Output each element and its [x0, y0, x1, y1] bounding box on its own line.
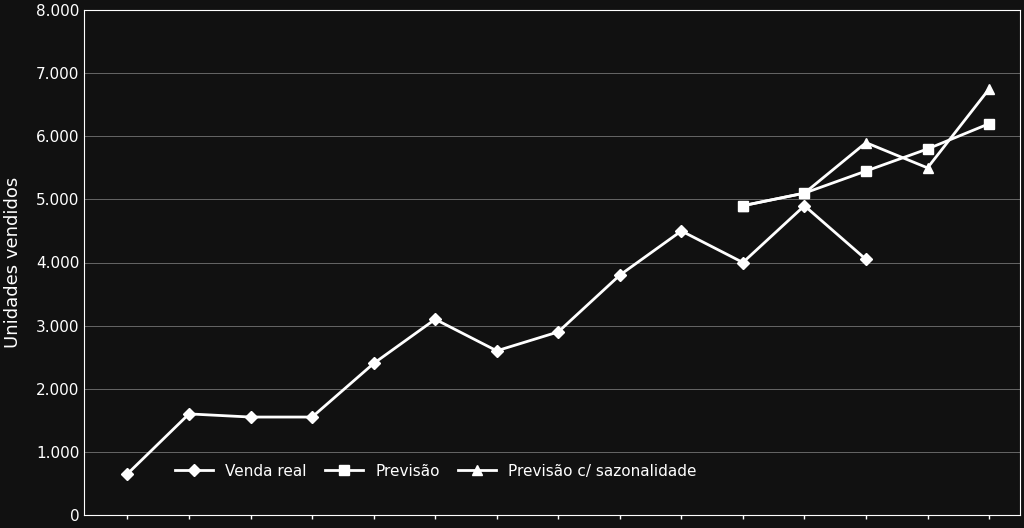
- Previsão c/ sazonalidade: [922, 165, 934, 171]
- Previsão: [860, 168, 872, 174]
- Previsão c/ sazonalidade: [736, 203, 749, 209]
- Line: Previsão: Previsão: [738, 119, 994, 211]
- Venda real: [245, 414, 257, 420]
- Venda real: [306, 414, 318, 420]
- Line: Previsão c/ sazonalidade: Previsão c/ sazonalidade: [738, 84, 994, 211]
- Venda real: [122, 470, 134, 477]
- Venda real: [183, 411, 196, 417]
- Previsão c/ sazonalidade: [799, 190, 811, 196]
- Venda real: [860, 256, 872, 262]
- Venda real: [799, 203, 811, 209]
- Venda real: [736, 259, 749, 266]
- Previsão: [983, 120, 995, 127]
- Previsão: [922, 146, 934, 152]
- Previsão: [799, 190, 811, 196]
- Y-axis label: Unidades vendidos: Unidades vendidos: [4, 177, 23, 348]
- Previsão c/ sazonalidade: [860, 139, 872, 146]
- Venda real: [552, 329, 564, 335]
- Previsão c/ sazonalidade: [983, 86, 995, 92]
- Line: Venda real: Venda real: [123, 202, 870, 478]
- Venda real: [613, 272, 626, 278]
- Previsão: [736, 203, 749, 209]
- Venda real: [675, 228, 687, 234]
- Venda real: [429, 316, 441, 323]
- Legend: Venda real, Previsão, Previsão c/ sazonalidade: Venda real, Previsão, Previsão c/ sazona…: [167, 457, 705, 487]
- Venda real: [368, 360, 380, 366]
- Venda real: [490, 347, 503, 354]
